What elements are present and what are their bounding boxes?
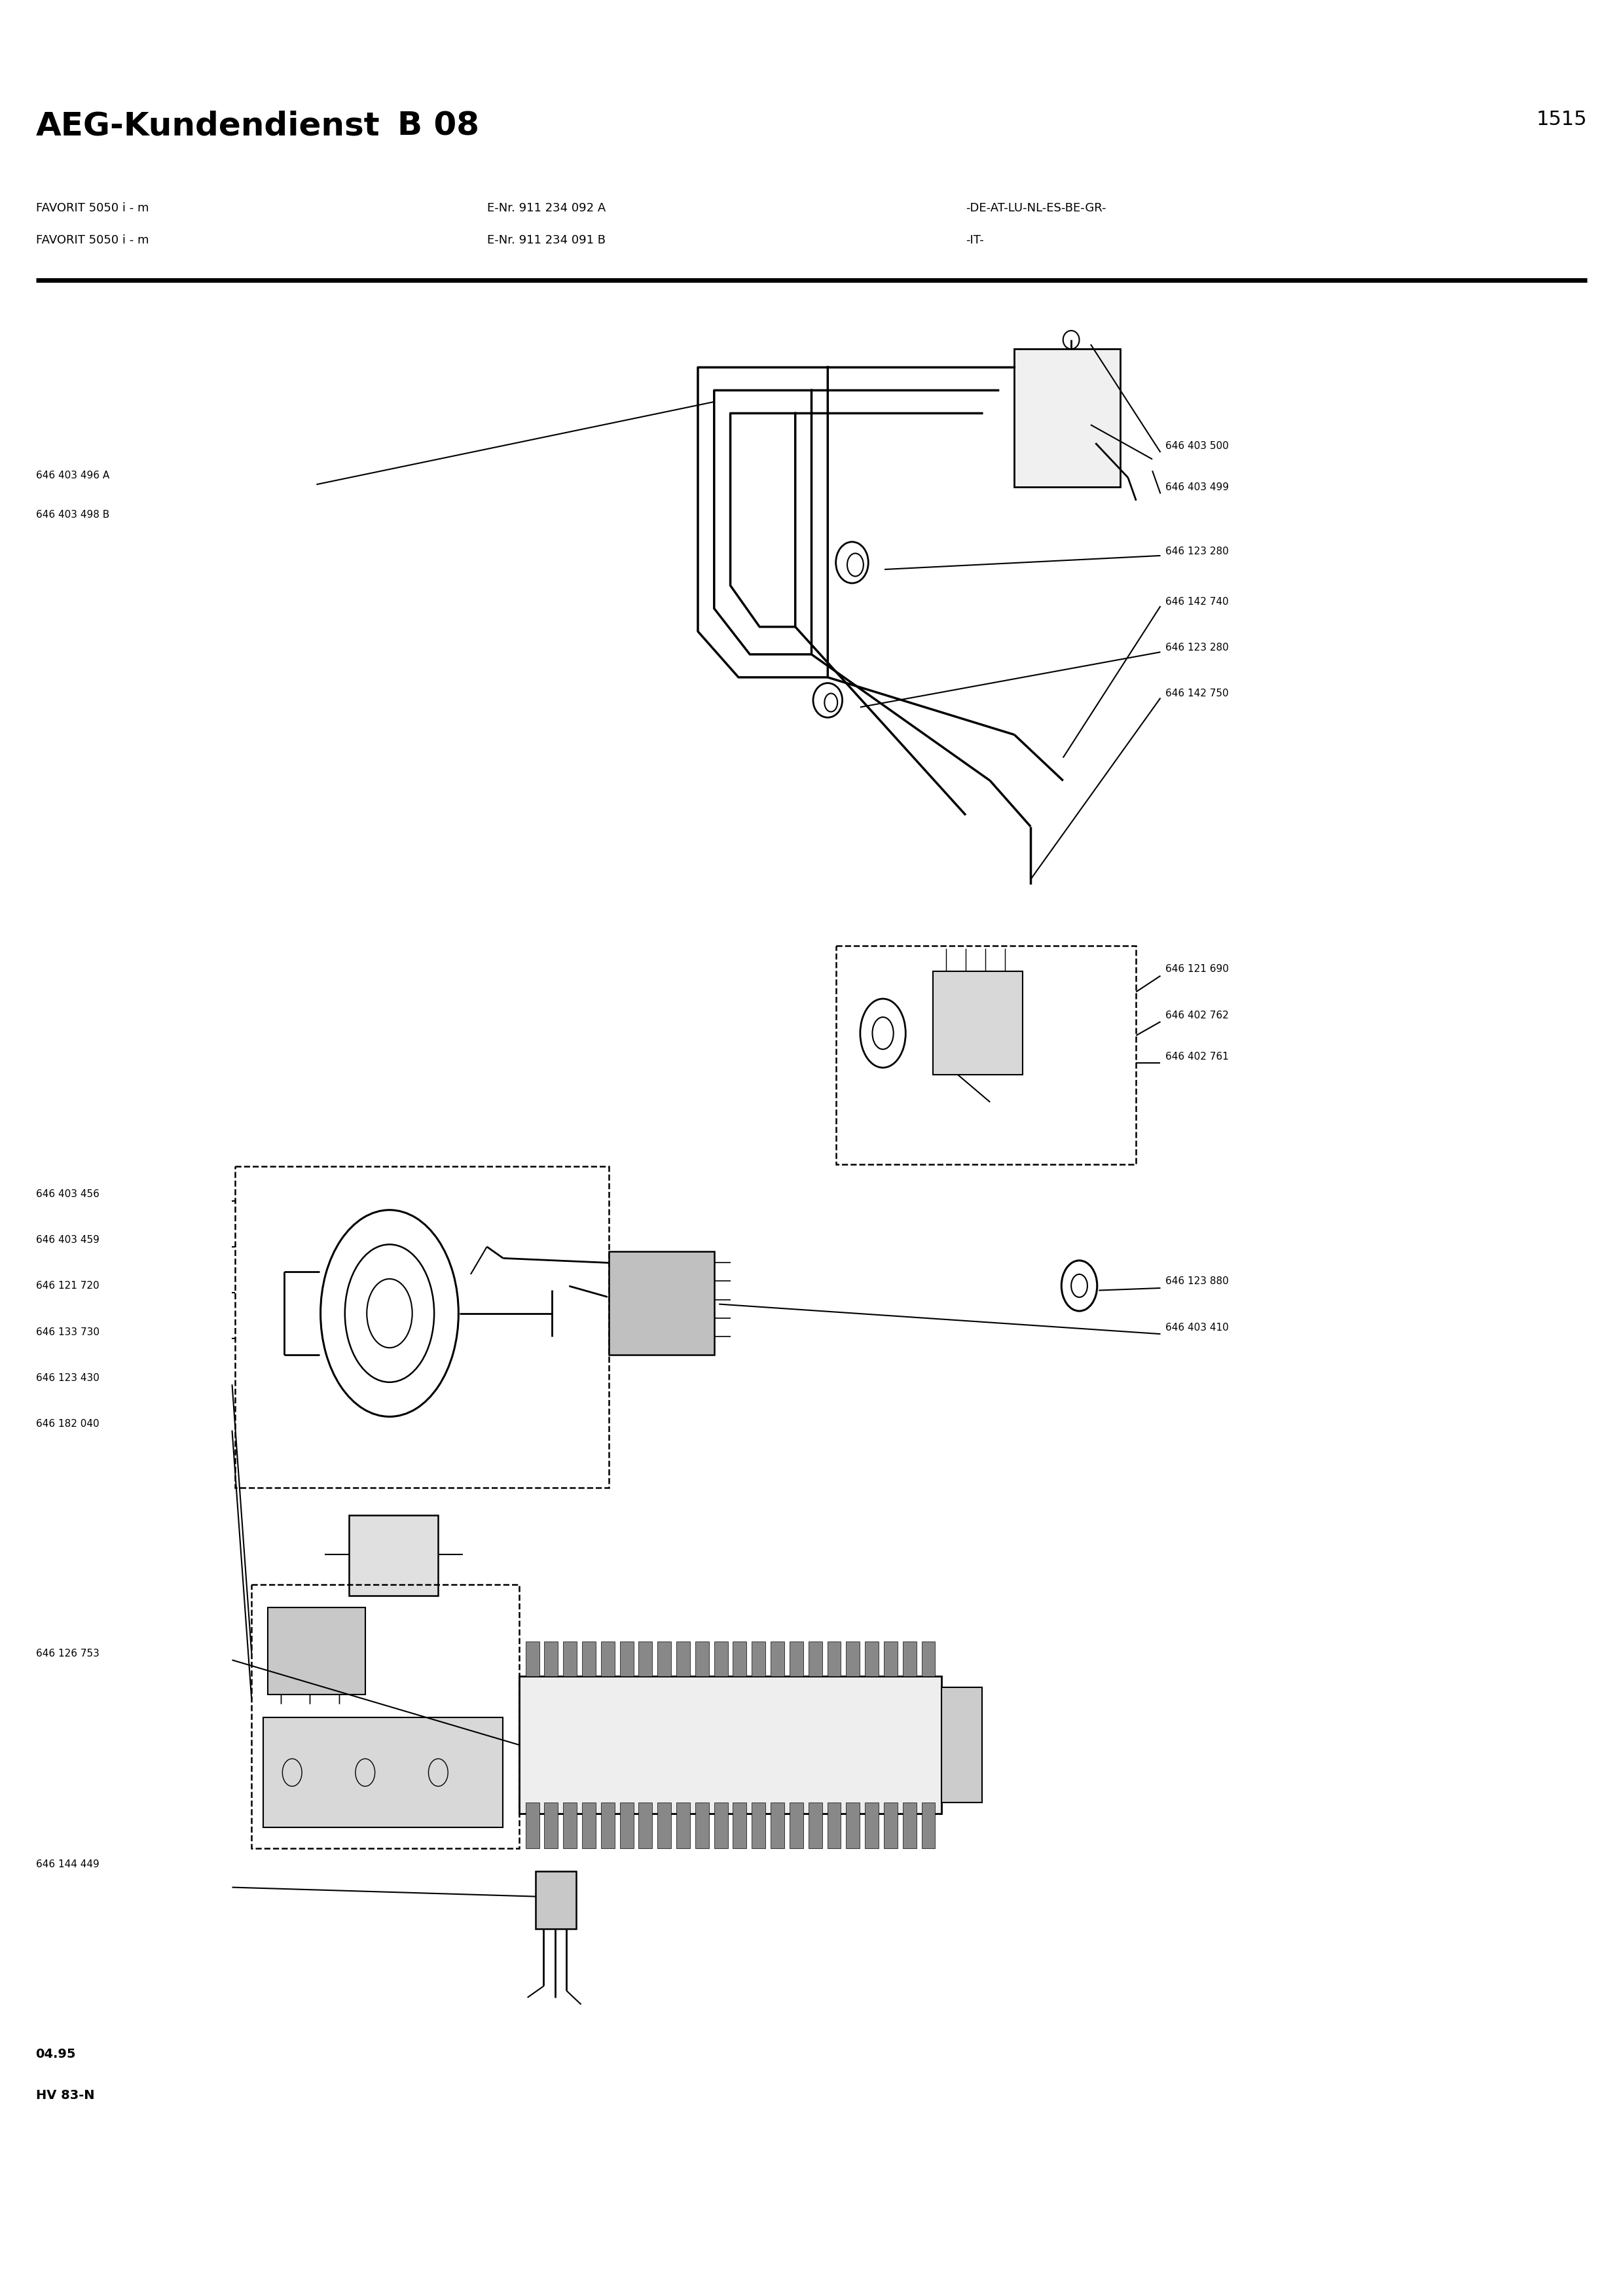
Bar xyxy=(714,1802,727,1848)
Bar xyxy=(235,1166,609,1488)
Text: 646 403 500: 646 403 500 xyxy=(1165,441,1229,450)
Bar xyxy=(751,1802,766,1848)
Bar xyxy=(751,1642,766,1676)
Bar xyxy=(885,1642,898,1676)
Text: 646 142 750: 646 142 750 xyxy=(1165,689,1229,698)
Text: 646 402 762: 646 402 762 xyxy=(1165,1010,1229,1019)
Text: FAVORIT 5050 i - m: FAVORIT 5050 i - m xyxy=(36,202,149,214)
Bar xyxy=(771,1802,784,1848)
Bar xyxy=(263,1717,503,1828)
Bar xyxy=(902,1802,917,1848)
Text: 646 403 499: 646 403 499 xyxy=(1165,482,1229,491)
Bar xyxy=(922,1802,935,1848)
Text: E-Nr. 911 234 092 A: E-Nr. 911 234 092 A xyxy=(487,202,605,214)
Text: -DE-AT-LU-NL-ES-BE-GR-: -DE-AT-LU-NL-ES-BE-GR- xyxy=(966,202,1107,214)
Text: 646 123 280: 646 123 280 xyxy=(1165,546,1229,556)
Text: HV 83-N: HV 83-N xyxy=(36,2089,94,2101)
Text: 1515: 1515 xyxy=(1537,110,1587,129)
Bar xyxy=(583,1642,596,1676)
Bar xyxy=(349,1515,438,1596)
Text: 646 402 761: 646 402 761 xyxy=(1165,1052,1229,1061)
Bar xyxy=(544,1802,558,1848)
Bar xyxy=(865,1802,878,1848)
Bar xyxy=(583,1802,596,1848)
Text: 646 121 690: 646 121 690 xyxy=(1165,964,1229,974)
Text: AEG-Kundendienst: AEG-Kundendienst xyxy=(36,110,380,142)
Text: -IT-: -IT- xyxy=(966,234,984,246)
Text: 646 142 740: 646 142 740 xyxy=(1165,597,1229,606)
Bar xyxy=(808,1642,823,1676)
Bar xyxy=(885,1802,898,1848)
Text: E-Nr. 911 234 091 B: E-Nr. 911 234 091 B xyxy=(487,234,605,246)
Text: 04.95: 04.95 xyxy=(36,2048,76,2060)
Bar xyxy=(563,1642,576,1676)
Text: 646 403 498 B: 646 403 498 B xyxy=(36,510,109,519)
Bar xyxy=(846,1802,860,1848)
Text: 646 133 730: 646 133 730 xyxy=(36,1327,99,1336)
Text: 646 126 753: 646 126 753 xyxy=(36,1649,99,1658)
Text: 646 403 456: 646 403 456 xyxy=(36,1189,99,1199)
Bar xyxy=(828,1642,841,1676)
Bar xyxy=(846,1642,860,1676)
Bar xyxy=(609,1251,714,1355)
Bar xyxy=(808,1802,823,1848)
Bar xyxy=(714,1642,727,1676)
Bar xyxy=(695,1642,709,1676)
Text: 646 123 880: 646 123 880 xyxy=(1165,1277,1229,1286)
Bar xyxy=(902,1642,917,1676)
Bar xyxy=(677,1802,690,1848)
Bar xyxy=(789,1802,803,1848)
Bar xyxy=(620,1642,633,1676)
Bar xyxy=(519,1676,941,1814)
Bar xyxy=(1014,349,1120,487)
Text: FAVORIT 5050 i - m: FAVORIT 5050 i - m xyxy=(36,234,149,246)
Bar xyxy=(789,1642,803,1676)
Bar xyxy=(695,1802,709,1848)
Bar xyxy=(828,1802,841,1848)
Bar xyxy=(657,1802,672,1848)
Bar xyxy=(836,946,1136,1164)
Bar xyxy=(526,1642,539,1676)
Bar xyxy=(638,1642,652,1676)
Bar xyxy=(865,1642,878,1676)
Bar xyxy=(734,1802,747,1848)
Bar xyxy=(677,1642,690,1676)
Bar xyxy=(657,1642,672,1676)
Bar xyxy=(771,1642,784,1676)
Bar xyxy=(734,1642,747,1676)
Text: 646 144 449: 646 144 449 xyxy=(36,1860,99,1869)
Bar xyxy=(638,1802,652,1848)
Text: B 08: B 08 xyxy=(398,110,479,142)
Bar xyxy=(268,1607,365,1694)
Bar xyxy=(941,1688,982,1802)
Bar xyxy=(620,1802,633,1848)
Text: 646 121 720: 646 121 720 xyxy=(36,1281,99,1290)
Text: 646 123 280: 646 123 280 xyxy=(1165,643,1229,652)
Bar xyxy=(601,1802,615,1848)
Bar xyxy=(526,1802,539,1848)
Bar xyxy=(563,1802,576,1848)
Text: 646 403 496 A: 646 403 496 A xyxy=(36,471,109,480)
Text: 646 403 410: 646 403 410 xyxy=(1165,1322,1229,1332)
Bar xyxy=(252,1584,519,1848)
Bar xyxy=(601,1642,615,1676)
Text: 646 403 459: 646 403 459 xyxy=(36,1235,99,1244)
Text: 646 182 040: 646 182 040 xyxy=(36,1419,99,1428)
Bar xyxy=(922,1642,935,1676)
Bar xyxy=(536,1871,576,1929)
Text: 646 123 430: 646 123 430 xyxy=(36,1373,99,1382)
Bar xyxy=(933,971,1022,1075)
Bar xyxy=(544,1642,558,1676)
